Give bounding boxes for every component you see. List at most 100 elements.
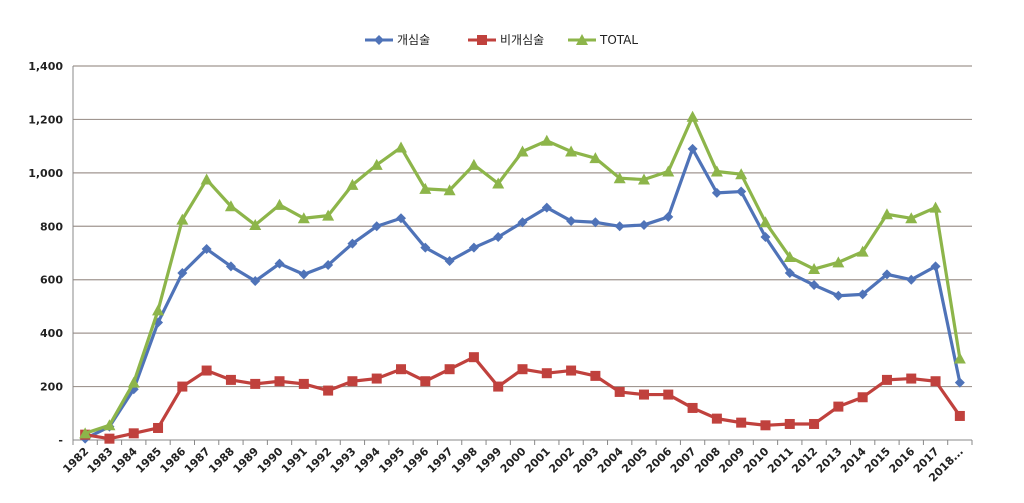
data-point-triangle	[613, 172, 626, 184]
data-point-triangle	[395, 141, 408, 153]
data-point-square	[760, 420, 771, 431]
data-point-square	[566, 365, 577, 376]
data-point-diamond	[614, 221, 625, 232]
data-point-triangle	[710, 165, 723, 177]
data-point-diamond	[736, 186, 747, 197]
legend-label: 비개심술	[500, 33, 544, 47]
x-tick-label: 2006	[644, 445, 675, 476]
data-point-square	[638, 389, 649, 400]
y-tick-label: 1,200	[28, 113, 63, 126]
data-point-triangle	[759, 216, 772, 228]
x-tick-label: 2001	[522, 445, 553, 476]
x-tick-label: 1995	[376, 445, 407, 476]
x-tick-label: 2012	[789, 445, 820, 476]
legend-item-1: 비개심술	[468, 33, 544, 47]
data-point-diamond	[881, 269, 892, 280]
data-point-triangle	[273, 198, 286, 210]
data-point-diamond	[371, 221, 382, 232]
data-point-square	[477, 35, 487, 45]
data-point-diamond	[468, 242, 479, 253]
legend: 개심술 비개심술 TOTAL	[365, 33, 638, 47]
x-tick-label: 2016	[887, 445, 918, 476]
y-tick-label: 800	[40, 220, 63, 233]
data-point-triangle	[127, 376, 140, 388]
x-tick-label: 2011	[765, 445, 796, 476]
x-tick-label: 2004	[595, 445, 626, 476]
x-tick-label: 2010	[741, 445, 772, 476]
data-point-triangle	[492, 177, 505, 189]
data-point-square	[323, 385, 334, 396]
data-point-diamond	[954, 377, 965, 388]
data-point-square	[468, 352, 479, 363]
data-point-triangle	[103, 419, 116, 431]
series-0	[80, 143, 965, 444]
data-point-diamond	[784, 268, 795, 279]
data-point-square	[128, 428, 139, 439]
x-tick-label: 1997	[425, 445, 456, 476]
y-tick-label: 200	[40, 381, 63, 394]
data-point-triangle	[953, 352, 966, 364]
data-point-square	[153, 422, 164, 433]
data-point-square	[590, 370, 601, 381]
data-point-square	[541, 368, 552, 379]
x-tick-label: 1990	[255, 445, 286, 476]
y-tick-label: -	[58, 434, 63, 447]
data-point-diamond	[638, 219, 649, 230]
x-tick-label: 1985	[133, 445, 164, 476]
data-point-diamond	[347, 238, 358, 249]
data-point-diamond	[493, 231, 504, 242]
x-tick-label: 1988	[206, 445, 237, 476]
x-tick-label: 2008	[692, 445, 723, 476]
data-point-square	[857, 392, 868, 403]
x-tick-label: 2005	[619, 445, 650, 476]
data-point-triangle	[565, 145, 578, 157]
data-point-triangle	[224, 200, 237, 212]
data-point-diamond	[833, 290, 844, 301]
data-point-triangle	[443, 184, 456, 196]
data-point-triangle	[637, 173, 650, 185]
data-point-square	[250, 378, 261, 389]
data-point-diamond	[420, 242, 431, 253]
data-point-triangle	[540, 134, 553, 146]
data-point-square	[493, 381, 504, 392]
data-point-square	[201, 365, 212, 376]
data-point-square	[736, 417, 747, 428]
x-axis: 1982198319841985198619871988198919901991…	[60, 440, 973, 485]
data-point-triangle	[467, 158, 480, 170]
data-point-square	[833, 401, 844, 412]
data-point-square	[177, 381, 188, 392]
data-point-triangle	[370, 158, 383, 170]
data-point-square	[954, 410, 965, 421]
data-point-diamond	[374, 35, 384, 45]
data-point-square	[444, 364, 455, 375]
data-point-triangle	[832, 256, 845, 268]
x-tick-label: 1996	[401, 445, 432, 476]
data-point-triangle	[176, 213, 189, 225]
data-point-triangle	[576, 34, 588, 45]
data-point-diamond	[250, 276, 261, 287]
data-point-square	[614, 386, 625, 397]
data-point-triangle	[686, 110, 699, 122]
x-tick-label: 1991	[279, 445, 310, 476]
data-point-diamond	[906, 274, 917, 285]
x-tick-label: 1989	[231, 445, 262, 476]
x-tick-label: 2013	[814, 445, 845, 476]
data-point-triangle	[516, 145, 529, 157]
x-tick-label: 1986	[158, 445, 189, 476]
y-tick-label: 1,400	[28, 60, 63, 73]
x-tick-label: 1987	[182, 445, 213, 476]
data-point-triangle	[735, 168, 748, 180]
x-tick-label: 2014	[838, 445, 869, 476]
x-tick-label: 2002	[546, 445, 577, 476]
data-point-triangle	[856, 245, 869, 257]
legend-label: TOTAL	[599, 33, 638, 47]
data-point-triangle	[79, 427, 92, 439]
x-tick-label: 1994	[352, 445, 383, 476]
data-point-triangle	[905, 212, 918, 224]
data-point-square	[274, 376, 285, 387]
data-point-diamond	[541, 202, 552, 213]
data-point-square	[371, 373, 382, 384]
data-point-square	[881, 374, 892, 385]
data-point-diamond	[711, 187, 722, 198]
